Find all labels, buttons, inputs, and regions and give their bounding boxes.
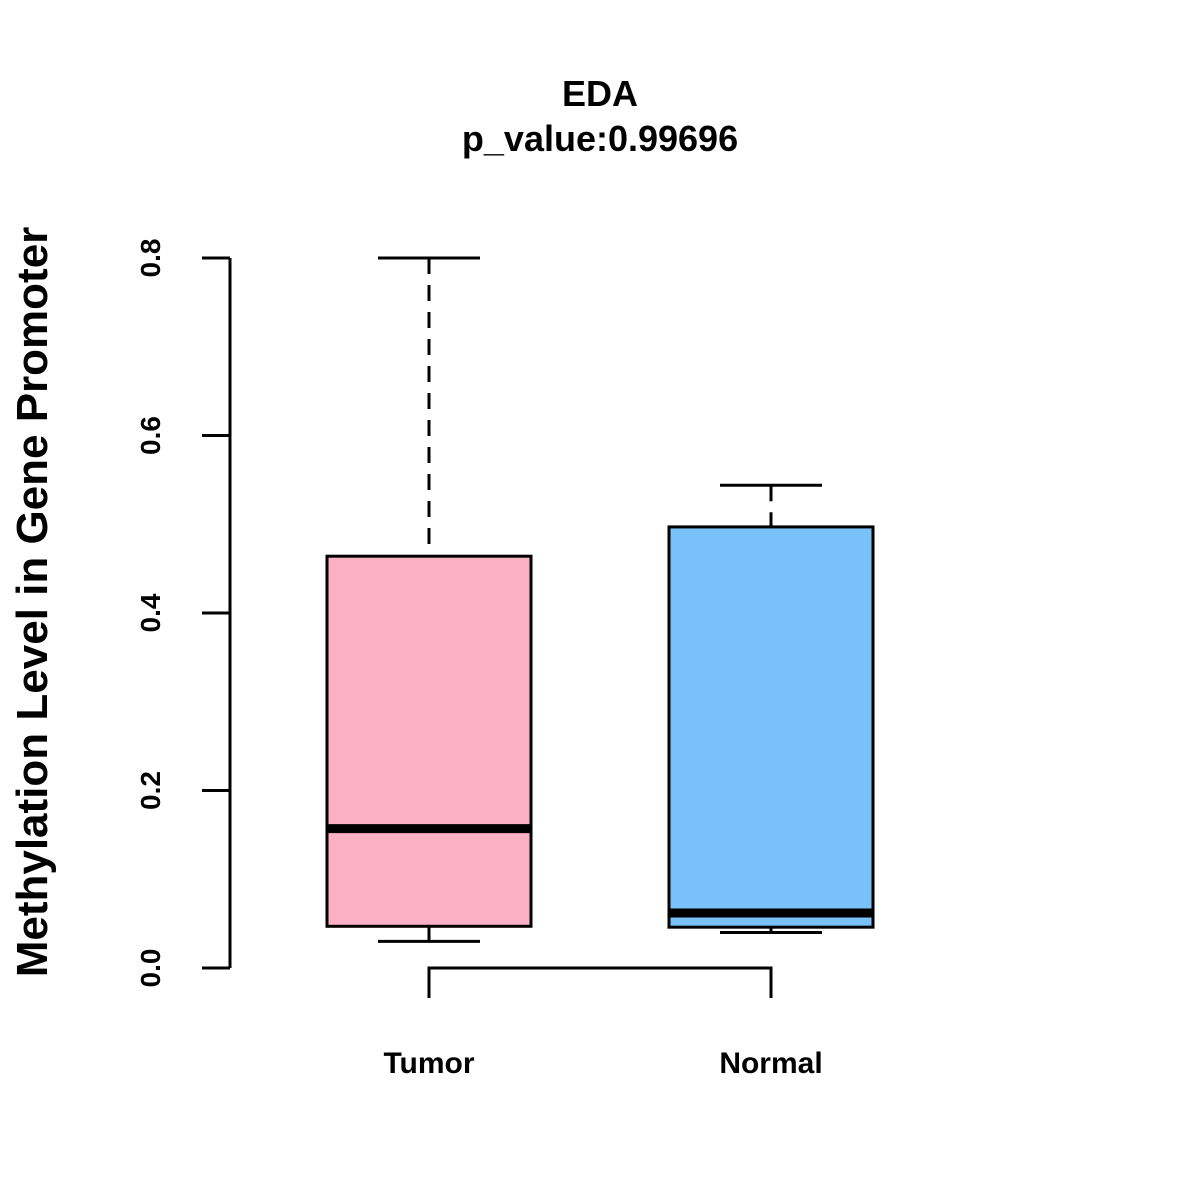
box-body [325,554,533,928]
y-tick-label: 0.8 [135,239,166,278]
y-tick-label: 0.6 [135,416,166,455]
y-tick-label: 0.0 [135,949,166,988]
y-tick-label: 0.4 [135,593,166,632]
x-category-label: Normal [719,1047,822,1080]
bracket-line [427,966,773,998]
y-tick-label: 0.2 [135,771,166,810]
boxes: Tumor Normal [325,256,875,1080]
box-body [667,525,875,929]
chart-subtitle: p_value:0.99696 [462,118,738,159]
chart-title: EDA [562,73,638,114]
y-axis-title: Methylation Level in Gene Promoter [8,227,57,978]
box-normal: Normal [667,483,875,1080]
x-category-label: Tumor [383,1047,474,1080]
box-tumor: Tumor [325,256,533,1080]
y-axis: 0.0 0.2 0.4 0.6 0.8 [135,239,232,988]
significance-bracket [427,966,773,998]
